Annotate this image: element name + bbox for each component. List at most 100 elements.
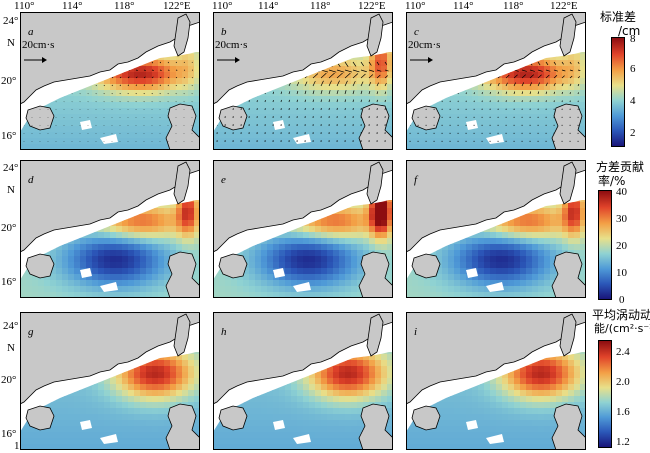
lon-tick: 114°	[453, 0, 474, 12]
velocity-arrow	[561, 61, 564, 65]
panel-frame	[213, 312, 393, 450]
map-panel-b: b 20cm·s	[213, 12, 393, 150]
velocity-arrow	[304, 90, 307, 95]
velocity-arrow	[553, 82, 556, 87]
velocity-arrow	[272, 91, 275, 95]
velocity-arrow	[384, 82, 387, 87]
map-svg	[20, 160, 200, 298]
velocity-arrow	[352, 90, 355, 95]
lat-tick: 24°	[3, 162, 19, 174]
panel-letter: d	[28, 174, 34, 186]
velocity-arrow	[111, 76, 114, 79]
velocity-arrow	[352, 73, 359, 79]
map-panel-d: d	[20, 160, 200, 298]
nodata-patch	[273, 268, 285, 278]
hainan-island	[411, 253, 441, 279]
velocity-arrow	[336, 80, 340, 87]
panel-frame	[406, 12, 586, 150]
colorbar-title-line: /cm	[618, 24, 641, 38]
velocity-arrow	[513, 74, 518, 79]
colorbar-tick: 20	[616, 240, 627, 252]
velocity-arrow	[545, 91, 548, 95]
lon-tick: 110°	[212, 0, 233, 12]
map-svg	[406, 160, 586, 298]
colorbar-gradient	[598, 190, 612, 300]
panel-letter: b	[221, 26, 227, 38]
luzon-island	[358, 103, 393, 150]
colorbar-tick: 0	[619, 294, 625, 306]
velocity-arrow	[119, 76, 122, 79]
velocity-arrow	[497, 91, 499, 95]
lat-tick: 24°	[3, 320, 19, 332]
panel-letter: a	[28, 26, 34, 38]
velocity-arrow	[127, 84, 129, 87]
velocity-arrow	[553, 75, 558, 79]
velocity-arrow	[344, 72, 351, 79]
velocity-arrow	[537, 91, 540, 95]
taiwan-island	[559, 13, 577, 57]
velocity-arrow	[360, 81, 364, 87]
colorbar-tick: 2.4	[616, 346, 630, 358]
velocity-arrow	[143, 84, 145, 87]
velocity-arrow	[344, 99, 346, 103]
velocity-arrow	[577, 83, 580, 87]
hainan-island	[218, 405, 248, 431]
luzon-island	[551, 103, 586, 150]
velocity-scale-label: 20cm·s	[22, 39, 55, 51]
map-panel-e: e	[213, 160, 393, 298]
velocity-arrow	[569, 92, 571, 95]
nodata-patch	[466, 420, 478, 430]
nodata-patch	[466, 268, 478, 278]
velocity-arrow	[352, 99, 354, 103]
velocity-scale-label: 20cm·s	[408, 39, 441, 51]
panel-frame	[20, 160, 200, 298]
taiwan-island	[366, 313, 384, 357]
velocity-arrow	[529, 91, 532, 95]
colorbar-title-line: 标准差	[600, 10, 637, 24]
velocity-arrow	[320, 69, 329, 73]
taiwan-island	[173, 161, 191, 205]
colorbar-tick: 6	[630, 63, 636, 75]
lat-tick: N	[7, 184, 15, 196]
velocity-arrow	[553, 61, 557, 65]
velocity-arrow	[183, 61, 185, 63]
velocity-arrow	[481, 92, 483, 95]
velocity-arrow	[360, 90, 363, 95]
velocity-arrow	[384, 61, 388, 65]
colorbar-tick: 10	[616, 267, 627, 279]
nodata-patch	[486, 134, 504, 144]
velocity-arrow	[352, 69, 360, 73]
nodata-patch	[293, 434, 311, 444]
panel-letter: c	[414, 26, 419, 38]
colorbar-title-line: 平均涡动动	[592, 308, 650, 322]
nodata-patch	[293, 282, 311, 292]
velocity-arrow	[368, 61, 372, 66]
velocity-arrow	[545, 61, 549, 66]
nodata-patch	[80, 268, 92, 278]
velocity-arrow	[569, 83, 572, 87]
velocity-arrow	[336, 99, 338, 103]
luzon-island	[165, 103, 200, 150]
luzon-island	[165, 251, 200, 298]
luzon-island	[165, 403, 200, 450]
velocity-arrow	[577, 69, 581, 72]
colorbar-tick: 8	[630, 33, 636, 45]
velocity-arrow	[296, 90, 299, 95]
scale-arrow-head	[428, 57, 433, 63]
lat-tick: 20°	[1, 75, 17, 87]
velocity-arrow	[167, 76, 170, 79]
velocity-arrow	[497, 82, 500, 87]
colorbar-tick: 2	[630, 127, 636, 139]
velocity-arrow	[320, 80, 324, 87]
velocity-arrow	[296, 81, 300, 87]
map-svg	[213, 312, 393, 450]
velocity-arrow	[352, 61, 357, 67]
hainan-island	[218, 253, 248, 279]
colorbar-gradient	[611, 37, 625, 147]
taiwan-island	[366, 161, 384, 205]
velocity-arrow	[384, 69, 389, 72]
velocity-arrow	[304, 81, 308, 87]
velocity-scale-label: 20cm·s	[215, 39, 248, 51]
velocity-arrow	[175, 61, 177, 64]
velocity-arrow	[561, 83, 564, 87]
